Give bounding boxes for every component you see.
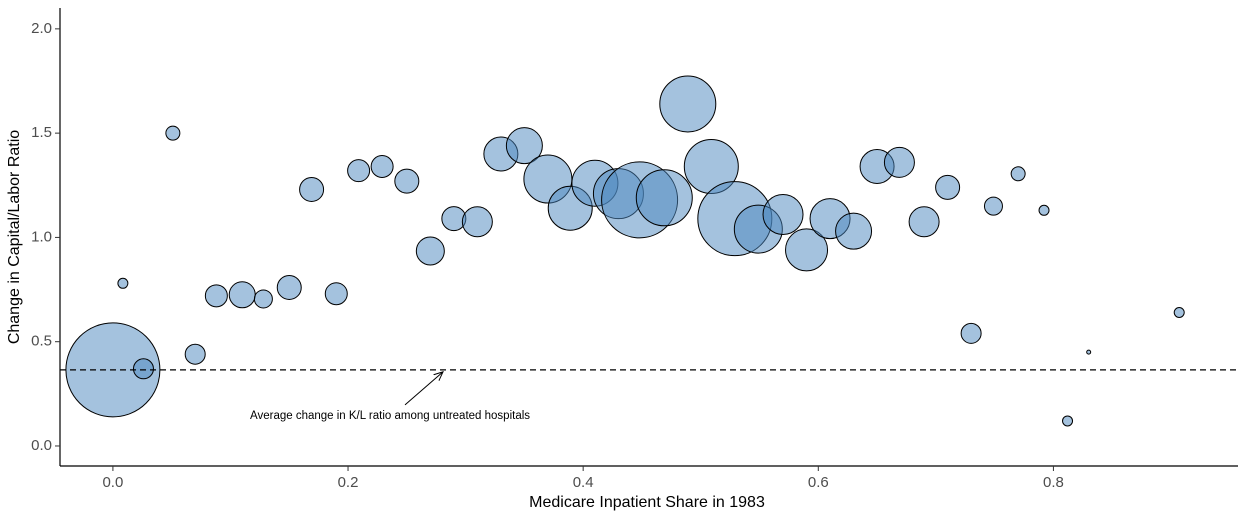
x-tick-label: 0.2: [338, 474, 359, 491]
annotation-arrow: [404, 372, 443, 406]
bubble: [983, 196, 1003, 216]
bubble: [762, 193, 804, 235]
y-tick-label: 1.5: [31, 124, 52, 141]
bubble: [347, 159, 371, 183]
bubble: [1010, 166, 1026, 182]
y-axis-label: Change in Capital/Labor Ratio: [6, 130, 23, 344]
bubble: [1062, 415, 1074, 427]
x-tick-label: 0.6: [808, 474, 829, 491]
bubble: [1086, 349, 1092, 355]
y-tick-label: 2.0: [31, 20, 52, 37]
bubble: [1173, 306, 1185, 318]
bubble: [324, 282, 348, 306]
bubble: [835, 212, 873, 250]
bubble: [117, 277, 129, 289]
bubble: [935, 174, 961, 200]
bubble: [394, 168, 420, 194]
bubble: [659, 75, 717, 133]
bubble: [908, 206, 940, 238]
bubble: [960, 322, 982, 344]
y-tick-label: 0.5: [31, 333, 52, 350]
bubble: [276, 274, 302, 300]
bubble: [299, 176, 325, 202]
bubble: [415, 236, 445, 266]
bubble: [165, 125, 181, 141]
bubble: [132, 358, 154, 380]
x-tick-label: 0.4: [573, 474, 594, 491]
bubble: [253, 289, 273, 309]
x-tick-label: 0.0: [102, 474, 123, 491]
bubble: [883, 146, 915, 178]
bubble: [785, 228, 829, 272]
x-tick-label: 0.8: [1043, 474, 1064, 491]
y-tick-label: 0.0: [31, 437, 52, 454]
x-axis-label: Medicare Inpatient Share in 1983: [529, 494, 765, 511]
annotation: Average change in K/L ratio among untrea…: [250, 410, 530, 422]
bubble: [1038, 204, 1050, 216]
bubble: [204, 284, 228, 308]
bubble: [635, 169, 693, 227]
bubble: [461, 206, 493, 238]
bubble: [184, 343, 206, 365]
bubble: [228, 281, 256, 309]
y-tick-label: 1.0: [31, 228, 52, 245]
bubble: [505, 127, 543, 165]
bubble: [370, 155, 394, 179]
